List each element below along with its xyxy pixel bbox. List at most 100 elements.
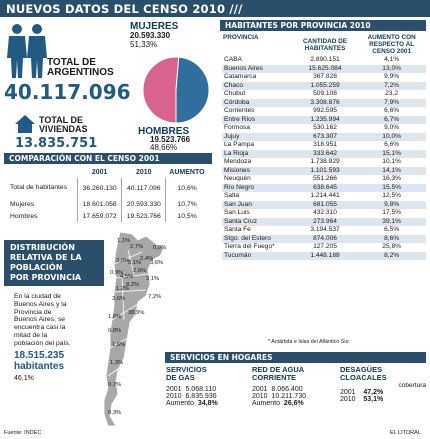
table-row: La Rioja 333.642 15,1% [222, 149, 426, 158]
cantidad-cell: 1.235.994 [292, 115, 358, 124]
map-label: 2,4% [140, 256, 154, 262]
cell-2001: 18.601.058 [77, 198, 122, 210]
gas-2001-value: 5.068.110 [185, 386, 217, 393]
viviendas-label-line2: VIVIENDAS [39, 124, 88, 134]
distribucion-title-line1: DISTRIBUCIÓN [10, 243, 75, 252]
provincia-cell: CABA [224, 56, 242, 64]
table-row: San Juan 681.055 9,8% [222, 200, 426, 209]
row-label: Mujeres [10, 200, 35, 208]
table-row: Tierra del Fuego* 127.205 25,8% [222, 243, 426, 252]
map-label: 3,0% [116, 258, 130, 264]
table-row: Catamarca 367.828 9,9% [222, 73, 426, 82]
map-label: 1,6% [112, 342, 126, 348]
aumento-cell: 10,1% [382, 158, 401, 166]
cell-2010: 20.593.330 [121, 198, 166, 210]
table-row: Santa Cruz 273.964 39,1% [222, 217, 426, 226]
aumento-cell: 10,0% [357, 132, 426, 141]
cantidad-cell: 673.307 [292, 132, 358, 141]
aumento-cell: 17,5% [382, 209, 401, 217]
table-row: Córdoba 3.308.876 7,9% [222, 98, 426, 107]
aumento-cell: 7,9% [357, 98, 426, 107]
map-label: 1,3% [110, 360, 124, 366]
cantidad-cell: 509.108 [313, 90, 337, 98]
provincia-cell: Corrientes [224, 107, 255, 115]
mujeres-label: MUJERES [130, 21, 179, 32]
table-row: La Pampa 318.951 6,6% [222, 141, 426, 150]
map-label: 3,1% [128, 260, 142, 266]
provincia-cell: Jujuy [222, 132, 293, 141]
table-row: Buenos Aires 15.625.084 13,0% [222, 64, 426, 73]
map-label: 3,6% [150, 260, 164, 266]
total-label-line1: TOTAL DE [47, 57, 96, 68]
cantidad-cell: 3.194.537 [310, 226, 340, 234]
map-label: 0,3% [108, 410, 122, 416]
cantidad-cell: 367.828 [313, 73, 337, 81]
table-row: Corrientes 992.595 6,6% [222, 107, 426, 116]
cell-aumento: 10,6% [165, 178, 208, 198]
distribucion-title-box: DISTRIBUCIÓN RELATIVA DE LA POBLACIÓN PO… [4, 240, 104, 286]
aumento-cell: 9,0% [384, 124, 400, 132]
servicios-title-bar: SERVICIOS EN HOGARES [165, 352, 426, 363]
aumento-cell: 6,6% [384, 141, 400, 149]
provincia-cell: Chaco [222, 81, 293, 90]
map-label: 1,6% [108, 314, 122, 320]
habitantes-table: PROVINCIA CANTIDAD DE HABITANTES AUMENTO… [222, 33, 426, 260]
cantidad-cell: 15.625.084 [292, 64, 358, 73]
people-icon [7, 24, 47, 78]
cantidad-cell: 530.162 [313, 124, 337, 132]
cantidad-cell: 874.006 [292, 234, 358, 243]
table-row: Río Negro 638.645 15,5% [222, 183, 426, 192]
agua-title: RED DE AGUA CORRIENTE [252, 366, 336, 382]
table-row: CABA 2.890.151 4,1% [222, 56, 426, 65]
house-icon [15, 115, 35, 133]
provincia-cell: Córdoba [222, 98, 293, 107]
distribucion-value: 18.515.235 habitantes [14, 350, 64, 372]
habitantes-title: HABITANTES POR PROVINCIA 2010 [225, 21, 371, 30]
aumento-cell: 15,5% [357, 183, 426, 192]
aumento-cell: 39,1% [357, 217, 426, 226]
provincia-cell: Catamarca [224, 73, 257, 81]
aumento-cell: 6,5% [384, 226, 400, 234]
provincia-cell: Santa Cruz [222, 217, 293, 226]
argentina-map [103, 231, 165, 427]
habitantes-title-bar: HABITANTES POR PROVINCIA 2010 [220, 20, 426, 31]
cell-aumento: 10,5% [165, 210, 208, 222]
cantidad-cell: 1.055.259 [292, 81, 358, 90]
agua-title-line2: CORRIENTE [252, 373, 297, 382]
footer-brand: EL LITORAL [390, 430, 421, 436]
header-title: NUEVOS DATOS DEL CENSO 2010 /// [6, 2, 243, 16]
provincia-cell: La Pampa [224, 141, 255, 149]
provincia-cell: Río Negro [222, 183, 293, 192]
distribucion-title-line3: POBLACIÓN [10, 263, 63, 272]
table-row: Misiones 1.101.593 14,1% [222, 166, 426, 175]
provincia-cell: Chubut [224, 90, 246, 98]
table-row: Mendoza 1.738.929 10,1% [222, 158, 426, 167]
agua-2010-label: 2010 [252, 393, 268, 400]
distribucion-text-line: población del país. [14, 339, 71, 347]
cloacas-2010-value: 53,1% [363, 396, 384, 403]
aumento-cell: 12,5% [382, 192, 401, 200]
cloacas-2001-label: 2001 [340, 389, 356, 396]
distribucion-text-line: En la ciudad de [14, 293, 61, 300]
table-row: Stgo. del Estero 874.006 8,6% [222, 234, 426, 243]
table-row: Chubut 509.108 23,2 [222, 90, 426, 99]
agua-2001-label: 2001 [252, 386, 268, 393]
distribucion-title-line2: RELATIVA DE LA [10, 253, 82, 262]
aumento-cell: 6,6% [384, 107, 400, 115]
distribucion-text: En la ciudad de Buenos Aires y la Provin… [14, 293, 71, 348]
map-label: 8,2% [126, 282, 140, 288]
provincia-cell: Buenos Aires [222, 64, 293, 73]
aumento-cell: 14,1% [357, 166, 426, 175]
distribucion-text-line: mitad de la [14, 331, 48, 339]
cantidad-cell: 318.951 [313, 141, 337, 149]
comparacion-title: COMPARACIÓN CON EL CENSO 2001 [9, 154, 160, 163]
table-row: Total de habitantes 36.260.130 40.117.09… [8, 178, 208, 198]
habitantes-footnote: * Antártida e Islas del Atlántico Sur [268, 339, 349, 345]
agua-row-2001: 2001 8.066.400 [252, 386, 336, 393]
cloacas-title-line1: DESAGÜES [340, 365, 383, 374]
cantidad-cell: 333.642 [292, 149, 358, 158]
agua-row-aumento: Aumento 26,6% [252, 400, 336, 407]
hombres-value: 19.523.766 [150, 135, 191, 144]
pie-slice-mujeres [142, 56, 180, 124]
aumento-cell: 23,2 [385, 90, 399, 98]
